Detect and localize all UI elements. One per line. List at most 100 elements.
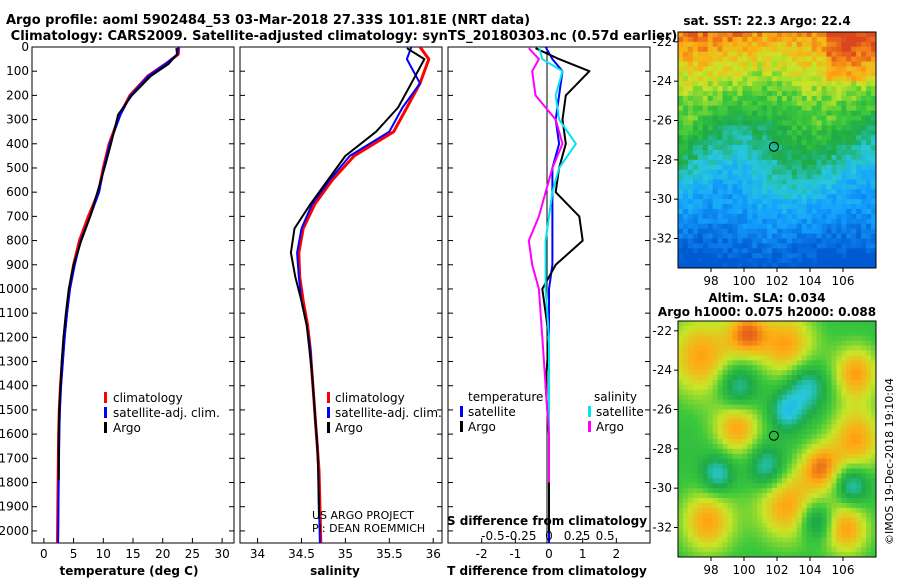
map-cell — [722, 473, 728, 479]
map-cell — [841, 71, 847, 77]
map-cell — [767, 340, 773, 346]
map-cell — [762, 41, 768, 48]
map-cell — [747, 552, 753, 558]
map-cell — [678, 365, 684, 371]
map-cell — [757, 502, 763, 509]
map-cell — [737, 223, 743, 230]
map-cell — [821, 512, 827, 519]
map-cell — [762, 473, 768, 479]
map-cell — [707, 32, 714, 38]
map-cell — [717, 95, 723, 102]
map-cell — [702, 71, 709, 77]
map-cell — [692, 468, 699, 474]
map-cell — [682, 209, 689, 215]
map-cell — [791, 263, 798, 269]
map-cell — [727, 439, 733, 445]
map-cell — [682, 115, 689, 121]
map-cell — [687, 409, 694, 415]
map-cell — [722, 517, 728, 523]
map-cell — [851, 335, 857, 342]
map-cell — [791, 86, 798, 92]
map-cell — [777, 174, 783, 180]
map-cell — [801, 199, 808, 205]
map-cell — [796, 384, 803, 391]
map-cell — [727, 135, 733, 141]
map-cell — [826, 179, 832, 185]
map-cell — [801, 365, 808, 371]
map-cell — [697, 56, 704, 62]
map-cell — [796, 325, 803, 332]
map-cell — [767, 209, 773, 215]
map-cell — [816, 512, 822, 519]
map-cell — [816, 330, 822, 337]
depth-tick-label: 1400 — [0, 379, 29, 393]
map-cell — [767, 213, 773, 220]
map-cell — [777, 419, 783, 425]
map-cell — [757, 223, 763, 230]
map-cell — [742, 375, 748, 381]
map-cell — [767, 184, 773, 190]
map-cell — [767, 115, 773, 121]
map-cell — [737, 448, 743, 455]
map-cell — [777, 213, 783, 220]
map-cell — [811, 32, 817, 38]
map-cell — [796, 443, 803, 450]
map-cell — [801, 238, 808, 244]
map-cell — [727, 91, 733, 97]
map-cell — [772, 429, 778, 435]
map-cell — [757, 159, 763, 166]
map-cell — [767, 199, 773, 205]
map-cell — [722, 325, 728, 332]
map-cell — [772, 340, 778, 346]
map-cell — [861, 424, 867, 430]
map-cell — [687, 76, 694, 82]
map-cell — [821, 179, 827, 185]
map-cell — [806, 414, 813, 420]
map-cell — [836, 174, 842, 180]
map-cell — [678, 135, 684, 141]
map-cell — [767, 468, 773, 474]
map-cell — [831, 51, 837, 57]
map-cell — [816, 95, 822, 102]
map-cell — [841, 258, 847, 264]
map-cell — [806, 199, 813, 205]
map-cell — [702, 233, 709, 239]
map-cell — [737, 370, 743, 376]
map-cell — [737, 32, 743, 38]
map-cell — [702, 95, 709, 102]
map-cell — [831, 473, 837, 479]
map-cell — [811, 189, 817, 195]
map-cell — [737, 184, 743, 190]
map-cell — [767, 194, 773, 200]
map-cell — [752, 115, 758, 121]
map-cell — [717, 414, 723, 420]
map-cell — [717, 66, 723, 72]
map-cell — [717, 36, 723, 43]
map-cell — [796, 493, 803, 499]
map-cell — [757, 399, 763, 405]
map-cell — [678, 375, 684, 381]
map-cell — [801, 86, 808, 92]
map-cell — [722, 243, 728, 249]
map-cell — [866, 140, 872, 146]
map-cell — [777, 389, 783, 396]
map-cell — [781, 120, 788, 126]
map-cell — [687, 488, 694, 494]
map-cell — [737, 66, 743, 72]
map-cell — [811, 154, 817, 161]
map-cell — [801, 527, 808, 533]
map-cell — [856, 522, 862, 528]
map-cell — [781, 429, 788, 435]
map-cell — [757, 189, 763, 195]
map-cell — [682, 542, 689, 548]
map-cell — [777, 194, 783, 200]
map-cell — [836, 537, 842, 543]
map-cell — [732, 365, 738, 371]
map-cell — [707, 439, 714, 445]
map-cell — [796, 100, 803, 107]
map-cell — [727, 394, 733, 401]
legend-swatch-satellite — [104, 407, 107, 418]
map-cell — [732, 51, 738, 57]
map-cell — [697, 517, 704, 523]
map-cell — [682, 150, 689, 156]
